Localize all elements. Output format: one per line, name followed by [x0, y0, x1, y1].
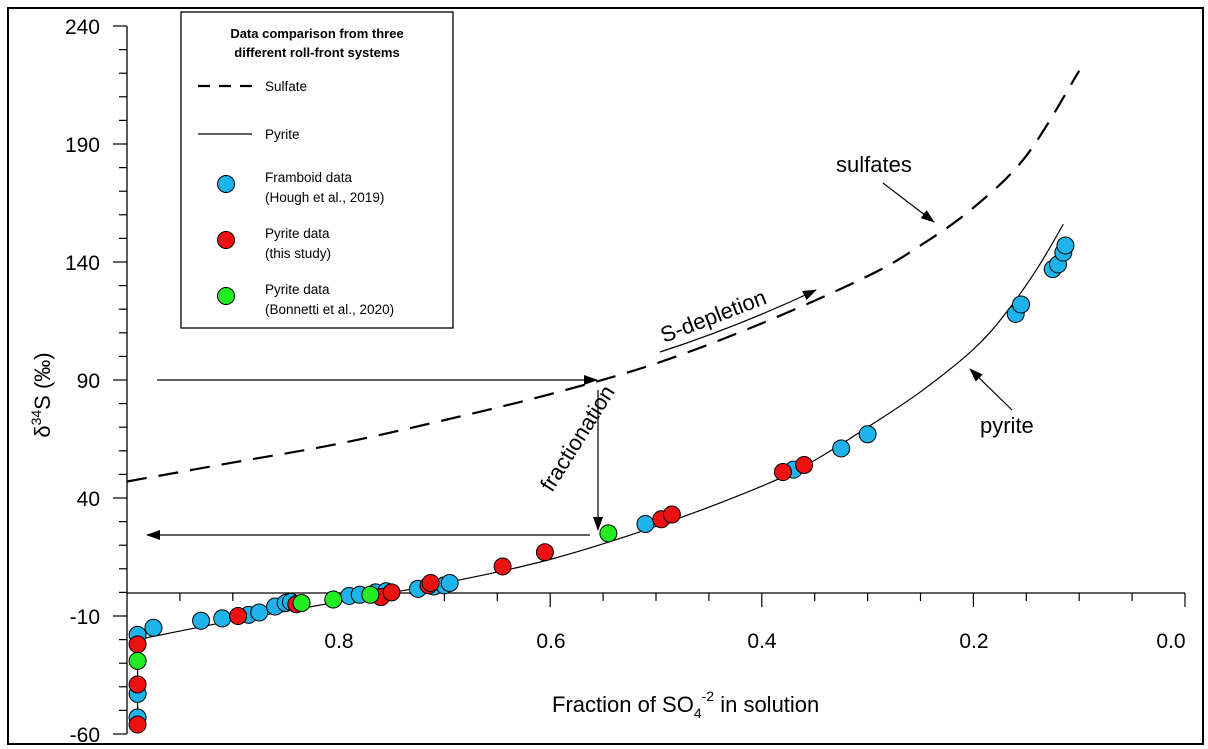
x-tick-label: 0.2	[959, 630, 988, 653]
framboid-point	[858, 425, 877, 444]
legend-sulfate-label: Sulfate	[265, 79, 307, 94]
this-study-point	[535, 543, 554, 562]
this-study-point	[382, 583, 401, 602]
this-study-point	[493, 557, 512, 576]
framboid-point	[1056, 236, 1075, 255]
framboid-point	[832, 439, 851, 458]
x-tick-label: 0.8	[324, 630, 353, 653]
sulfates-arrow	[882, 182, 935, 223]
legend-framboid-source: (Hough et al., 2019)	[265, 190, 384, 205]
y-tick-label: -10	[70, 606, 100, 629]
this-study-point	[128, 675, 147, 694]
this-study-point	[229, 607, 248, 625]
bonnetti-point	[292, 594, 311, 613]
x-tick-labels: 0.8 0.6 0.4 0.2 0.0	[324, 630, 1185, 653]
y-tick-label: 240	[65, 16, 100, 39]
this-study-point	[421, 573, 440, 592]
y-axis-title: δ34S (‰)	[28, 352, 55, 437]
y-tick-label: 40	[77, 488, 100, 511]
y-tick-label: 190	[65, 134, 100, 157]
this-study-point	[128, 715, 147, 734]
this-study-point	[795, 455, 814, 474]
legend-this-study-label: Pyrite data	[265, 226, 330, 241]
framboid-point	[440, 573, 459, 592]
legend-this-study-source: (this study)	[265, 246, 331, 261]
bonnetti-point	[361, 585, 380, 604]
this-study-point	[128, 635, 147, 654]
legend-box	[180, 11, 454, 329]
x-axis-title: Fraction of SO4-2 in solution	[552, 688, 819, 721]
legend: Data comparison from three different rol…	[180, 11, 454, 329]
framboid-point	[144, 618, 163, 637]
x-tick-label: 0.4	[747, 630, 777, 653]
y-tick-label: 140	[65, 252, 100, 275]
legend-title-line: different roll-front systems	[234, 45, 399, 60]
y-tick-label: -60	[70, 724, 100, 747]
bonnetti-point	[599, 524, 618, 543]
sulfates-label: sulfates	[836, 152, 912, 177]
axes	[113, 25, 1186, 735]
y-tick-label: 90	[77, 370, 100, 393]
x-tick-label: 0.6	[536, 630, 565, 653]
legend-pyrite-label: Pyrite	[265, 127, 300, 142]
framboid-point	[192, 611, 211, 630]
framboid-point	[213, 609, 232, 628]
framboid-point	[636, 514, 655, 533]
legend-bonnetti-source: (Bonnetti et al., 2020)	[265, 302, 394, 317]
this-study-point	[773, 463, 792, 482]
y-ticks	[113, 25, 127, 735]
bonnetti-point	[128, 651, 147, 670]
legend-framboid-label: Framboid data	[265, 170, 353, 185]
legend-framboid-marker	[217, 175, 235, 193]
framboid-point	[250, 603, 269, 622]
pyrite-arrow	[969, 368, 1013, 411]
x-tick-label: 0.0	[1156, 630, 1185, 653]
pyrite-label: pyrite	[980, 413, 1034, 438]
s-depletion-arrow	[659, 289, 817, 353]
y-tick-labels: 240 190 140 90 40 -10 -60	[65, 16, 100, 747]
data-points	[128, 236, 1075, 734]
framboid-point	[1012, 295, 1031, 314]
legend-bonnetti-marker	[217, 287, 235, 305]
this-study-point	[662, 505, 681, 524]
legend-title-line: Data comparison from three	[230, 26, 403, 41]
sulfate-curve	[126, 70, 1081, 483]
legend-bonnetti-label: Pyrite data	[265, 282, 330, 297]
legend-this-study-marker	[217, 231, 235, 249]
bonnetti-point	[324, 590, 343, 609]
